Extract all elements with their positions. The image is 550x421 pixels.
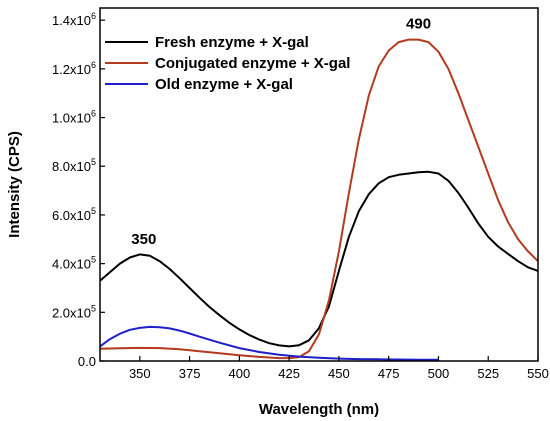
x-tick-label: 350 [129, 366, 151, 381]
legend-label-3: Old enzyme + X-gal [155, 76, 293, 93]
series-line-3 [99, 325, 439, 361]
x-tick-label: 550 [527, 366, 549, 381]
ticks-layer: 350 375 400 425 450 475 500 525 550 0.0 2.0x105 4.0… [52, 11, 549, 381]
x-tick-label: 450 [328, 366, 350, 381]
x-tick-label: 525 [477, 366, 499, 381]
annotations: 350 490 [131, 16, 431, 248]
peak-label-2: 490 [406, 16, 431, 33]
y-tick-label: 1.0x106 [52, 109, 96, 126]
peak-label-1: 350 [131, 231, 156, 248]
y-axis-title: Intensity (CPS) [6, 131, 23, 238]
y-tick-label: 1.2x106 [52, 60, 96, 77]
y-tick-label: 4.0x105 [52, 255, 96, 272]
legend-label-1: Fresh enzyme + X-gal [155, 34, 309, 51]
y-tick-label: 8.0x105 [52, 157, 96, 174]
legend: Fresh enzyme + X-gal Conjugated enzyme + … [105, 34, 350, 93]
x-tick-label: 400 [229, 366, 251, 381]
x-axis-title: Wavelength (nm) [259, 401, 379, 418]
x-tick-label: 475 [378, 366, 400, 381]
y-tick-label: 1.4x106 [52, 11, 96, 28]
y-tick-label: 2.0x105 [52, 303, 96, 320]
x-tick-label: 375 [179, 366, 201, 381]
y-tick-label: 0.0 [78, 354, 96, 369]
x-tick-label: 500 [428, 366, 450, 381]
series-layer [99, 38, 539, 361]
legend-label-2: Conjugated enzyme + X-gal [155, 55, 350, 72]
x-tick-label: 425 [278, 366, 300, 381]
series-line-2 [99, 38, 539, 360]
series-line-1 [99, 170, 539, 348]
y-tick-label: 6.0x105 [52, 206, 96, 223]
plot-frame [99, 7, 539, 362]
